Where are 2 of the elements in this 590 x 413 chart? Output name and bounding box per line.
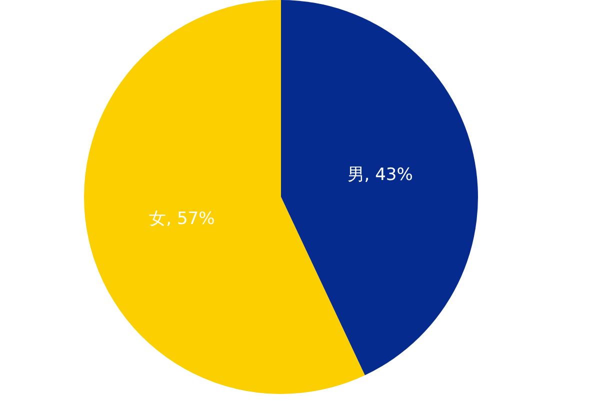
slice-label: 女, 57% [149, 209, 215, 230]
slice-label: 男, 43% [347, 164, 413, 185]
